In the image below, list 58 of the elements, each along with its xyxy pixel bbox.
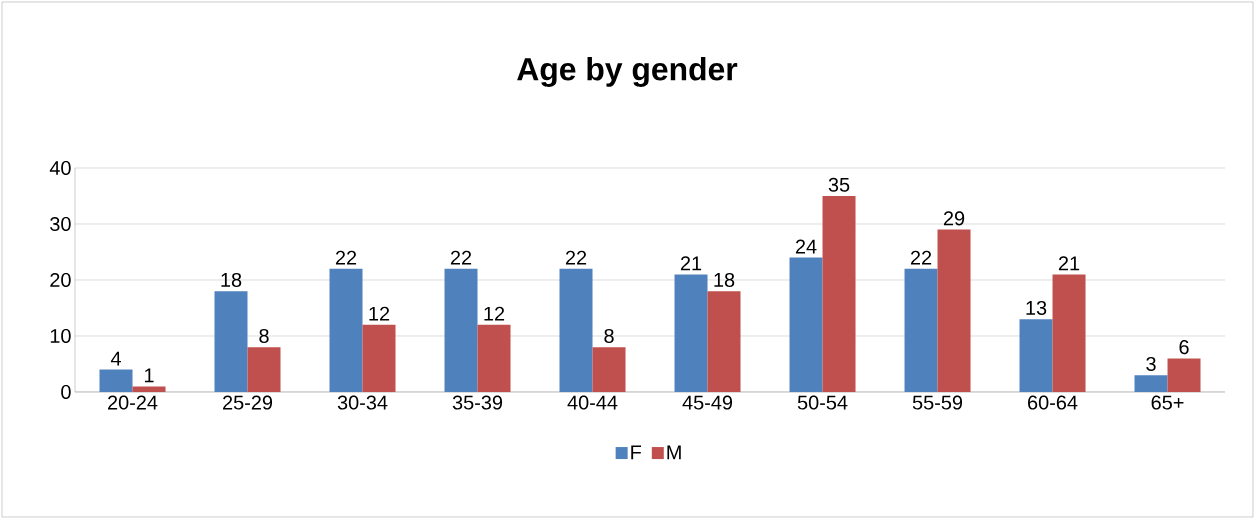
y-tick-label: 40	[49, 160, 71, 176]
x-tick-label: 40-44	[567, 395, 618, 410]
data-label: 6	[1179, 340, 1189, 355]
bar	[592, 347, 626, 392]
bar	[214, 291, 248, 392]
bar	[99, 369, 133, 392]
bar	[904, 268, 938, 392]
x-tick-label: 20-24	[108, 395, 158, 410]
data-label: 12	[369, 306, 390, 321]
bar	[789, 257, 823, 392]
x-tick-label: 30-34	[337, 395, 388, 410]
data-label: 13	[1026, 300, 1047, 315]
bar	[1134, 375, 1168, 392]
x-tick-label: 50-54	[797, 395, 848, 410]
x-tick-label: 55-59	[912, 395, 963, 410]
data-label: 22	[335, 250, 357, 265]
chart-title: Age by gender	[517, 57, 738, 87]
x-tick-label: 65+	[1151, 395, 1184, 410]
data-label: 18	[221, 272, 242, 287]
bar	[132, 386, 166, 392]
bar	[444, 268, 478, 392]
data-label: 8	[604, 328, 614, 343]
bar	[937, 229, 971, 392]
legend-label: F	[631, 445, 642, 460]
data-label: 8	[259, 328, 269, 343]
y-tick-label: 0	[61, 384, 71, 400]
bar	[1019, 319, 1053, 392]
y-tick-label: 30	[50, 216, 71, 232]
bar	[247, 347, 281, 392]
data-label: 1	[144, 368, 154, 383]
bar	[674, 274, 708, 392]
bar	[362, 324, 396, 392]
legend-label: M	[667, 445, 681, 460]
bar	[477, 324, 511, 392]
data-label: 21	[680, 256, 702, 271]
x-tick-label: 60-64	[1028, 395, 1078, 410]
data-label: 21	[1058, 256, 1080, 271]
x-tick-label: 35-39	[452, 395, 503, 410]
data-label: 35	[828, 177, 850, 192]
data-label: 24	[795, 239, 817, 254]
y-tick-label: 10	[50, 328, 71, 344]
bar	[559, 268, 593, 392]
bar	[1052, 274, 1086, 392]
bar	[822, 195, 856, 392]
data-label: 4	[110, 351, 121, 366]
data-label: 12	[484, 306, 505, 321]
bar	[707, 291, 741, 392]
data-label: 22	[450, 250, 472, 265]
bar	[329, 268, 363, 392]
y-tick-label: 20	[50, 272, 71, 288]
data-label: 3	[1146, 356, 1156, 371]
data-label: 22	[565, 250, 587, 265]
bar	[1167, 358, 1201, 392]
data-label: 29	[943, 211, 965, 226]
data-label: 18	[714, 272, 735, 287]
x-tick-label: 45-49	[682, 395, 733, 410]
x-tick-label: 25-29	[223, 395, 273, 410]
data-label: 22	[910, 250, 932, 265]
